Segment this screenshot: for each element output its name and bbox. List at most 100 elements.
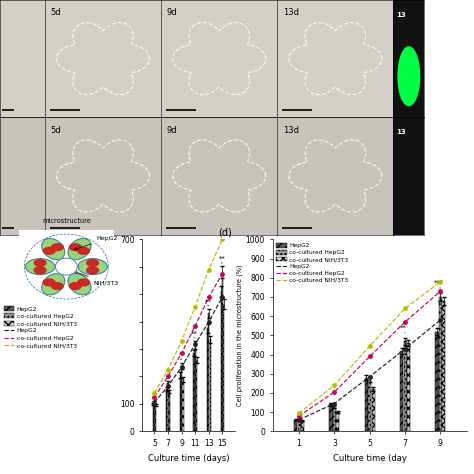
Point — [151, 389, 158, 397]
Text: 5d: 5d — [51, 126, 62, 135]
Text: 13: 13 — [396, 12, 406, 18]
Point — [401, 305, 409, 312]
Text: 5d: 5d — [51, 8, 62, 17]
Bar — [223, 304, 224, 431]
Polygon shape — [52, 244, 63, 251]
Bar — [193, 353, 194, 431]
Bar — [195, 345, 196, 431]
Bar — [166, 389, 167, 431]
Text: 13d: 13d — [283, 8, 299, 17]
Point — [219, 293, 226, 301]
Point — [164, 373, 172, 380]
Point — [330, 382, 338, 389]
Text: 9d: 9d — [167, 8, 178, 17]
Text: *: * — [179, 352, 182, 358]
Polygon shape — [87, 267, 99, 273]
Point — [205, 293, 213, 301]
Bar — [329, 404, 333, 431]
X-axis label: Culture time (day: Culture time (day — [333, 454, 407, 463]
Point — [205, 318, 213, 326]
Polygon shape — [42, 238, 64, 260]
Bar — [436, 331, 438, 431]
Polygon shape — [55, 258, 77, 275]
Text: 13: 13 — [396, 129, 406, 135]
Bar — [154, 400, 155, 431]
Text: NIH/3T3: NIH/3T3 — [74, 271, 118, 285]
Point — [330, 400, 338, 407]
Bar — [181, 365, 182, 431]
Point — [178, 349, 185, 357]
Text: 13d: 13d — [283, 126, 299, 135]
X-axis label: Culture time (days): Culture time (days) — [148, 454, 229, 463]
Bar — [207, 328, 208, 431]
Bar — [182, 379, 183, 431]
Text: **: ** — [191, 331, 198, 337]
Bar — [333, 406, 336, 431]
Polygon shape — [43, 247, 55, 254]
Bar — [298, 419, 301, 431]
Polygon shape — [68, 273, 91, 295]
Point — [178, 337, 185, 345]
Point — [205, 266, 213, 273]
Polygon shape — [43, 279, 55, 286]
Bar — [372, 389, 374, 431]
Polygon shape — [52, 283, 63, 290]
Polygon shape — [87, 260, 99, 266]
Point — [151, 393, 158, 401]
Text: (d): (d) — [218, 228, 232, 237]
Point — [437, 287, 444, 295]
Bar — [368, 380, 371, 431]
Point — [366, 353, 374, 360]
Point — [437, 278, 444, 285]
Point — [191, 322, 199, 329]
Bar — [439, 297, 442, 431]
Bar — [220, 292, 222, 431]
Point — [164, 383, 172, 390]
Bar — [222, 272, 223, 431]
Bar — [196, 360, 197, 431]
Text: 9d: 9d — [167, 126, 178, 135]
Bar — [208, 313, 210, 431]
Bar — [155, 405, 156, 431]
Y-axis label: Cell proliferation in the microstructure (%): Cell proliferation in the microstructure… — [236, 264, 243, 406]
Point — [295, 416, 303, 424]
Point — [437, 316, 444, 324]
Polygon shape — [34, 260, 46, 266]
Polygon shape — [78, 279, 90, 286]
Point — [295, 410, 303, 417]
Bar — [180, 375, 181, 431]
Polygon shape — [78, 247, 90, 254]
Bar — [294, 420, 297, 431]
Bar — [365, 378, 368, 431]
Point — [366, 342, 374, 350]
Point — [366, 373, 374, 381]
Polygon shape — [78, 259, 107, 274]
Point — [191, 340, 199, 348]
Legend: HepG2, co-cultured HepG2, co-cultured NIH/3T3, HepG2, co-cultured HepG2, co-cult: HepG2, co-cultured HepG2, co-cultured NI… — [275, 242, 348, 283]
Bar — [336, 412, 339, 431]
Point — [178, 363, 185, 371]
Text: **: ** — [219, 256, 225, 262]
Bar — [442, 301, 445, 431]
Point — [219, 236, 226, 243]
Point — [401, 318, 409, 326]
Bar — [169, 392, 170, 431]
Bar — [407, 343, 410, 431]
Point — [295, 412, 303, 420]
Point — [164, 366, 172, 374]
Polygon shape — [42, 273, 64, 295]
Point — [401, 345, 409, 353]
Text: **: ** — [400, 325, 407, 331]
Bar — [301, 421, 304, 431]
Point — [191, 303, 199, 310]
Polygon shape — [68, 238, 91, 260]
Text: **: ** — [205, 298, 211, 304]
Legend: HepG2, co-cultured HepG2, co-cultured NIH/3T3, HepG2, co-cultured HepG2, co-cult: HepG2, co-cultured HepG2, co-cultured NI… — [3, 305, 77, 349]
Point — [151, 399, 158, 406]
Point — [219, 270, 226, 277]
Text: ***: *** — [434, 280, 444, 286]
Bar — [167, 383, 169, 431]
Bar — [403, 341, 407, 431]
Text: HepG2: HepG2 — [74, 236, 118, 250]
Polygon shape — [26, 259, 55, 274]
